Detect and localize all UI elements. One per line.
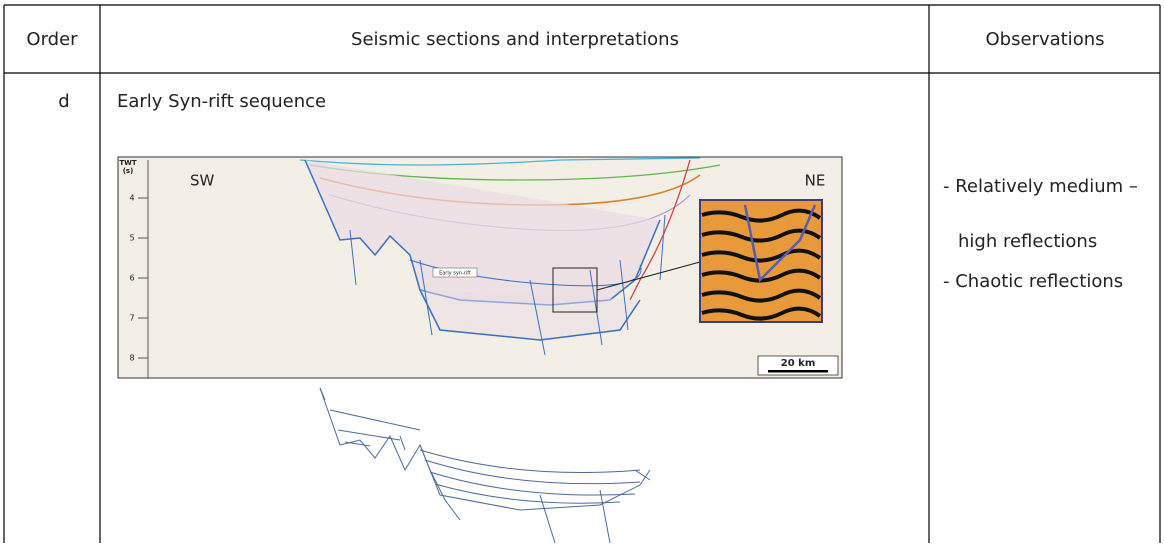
- seismic-section: Early syn-rift TWT (s) 4 5 6 7 8 SW NE 20 km: [118, 157, 842, 378]
- observation: - Relatively medium –: [943, 176, 1138, 197]
- direction-label: NE: [805, 172, 826, 190]
- unit-label: Early syn-rift: [439, 271, 471, 277]
- axis-label: TWT: [119, 159, 136, 167]
- direction-label: SW: [190, 172, 215, 190]
- section-title: Early Syn-rift sequence: [117, 91, 326, 112]
- axis-tick-label: 4: [129, 194, 134, 203]
- observation: high reflections: [958, 231, 1097, 252]
- axis-tick-label: 5: [129, 234, 134, 243]
- header-cell: Observations: [986, 29, 1105, 50]
- axis-tick-label: 8: [129, 354, 134, 363]
- axis-tick-label: 7: [129, 314, 134, 323]
- header-cell: Seismic sections and interpretations: [351, 29, 679, 50]
- header-cell: Order: [26, 29, 78, 50]
- order-cell: d: [58, 91, 69, 112]
- axis-tick-label: 6: [129, 274, 134, 283]
- scale-label: 20 km: [781, 358, 815, 369]
- observation: - Chaotic reflections: [943, 271, 1123, 292]
- page: Order Seismic sections and interpretatio…: [0, 0, 1164, 543]
- axis-label: (s): [123, 167, 134, 175]
- interpretation-sketch: [320, 388, 650, 543]
